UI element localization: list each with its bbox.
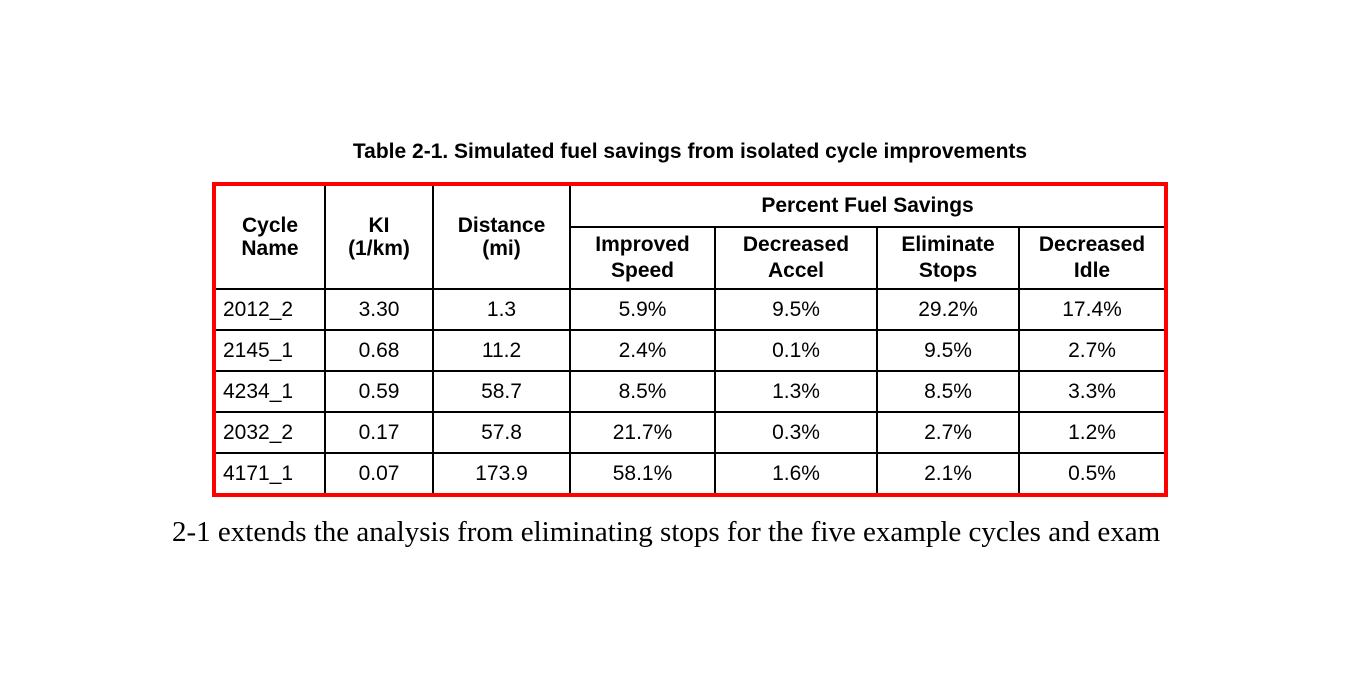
ki-cell: 3.30 [324,288,434,331]
improved-speed-cell: 5.9% [569,288,716,331]
eliminate-stops-cell: 2.1% [876,452,1020,494]
decreased-idle-cell: 0.5% [1017,452,1166,494]
eliminate-stops-cell: 29.2% [876,288,1020,331]
header-row-group: Cycle Name KI (1/km) Distance (mi) Perce… [215,185,1166,290]
improved-speed-cell: 8.5% [569,370,716,413]
ki-cell: 0.68 [324,329,434,372]
cycle-name-cell: 4234_1 [215,370,326,413]
ki-cell: 0.59 [324,370,434,413]
decreased-idle-cell: 2.7% [1017,329,1166,372]
improved-speed-cell: 2.4% [569,329,716,372]
fuel-savings-table-frame: Cycle Name KI (1/km) Distance (mi) Perce… [212,182,1168,497]
decreased-idle-cell: 17.4% [1017,288,1166,331]
ki-cell: 0.07 [324,452,434,494]
distance-cell: 1.3 [432,288,571,331]
improved-speed-cell: 21.7% [569,411,716,454]
distance-cell: 57.8 [432,411,571,454]
cycle-name-cell: 2032_2 [215,411,326,454]
col-header-percent-fuel-savings: Percent Fuel Savings [568,185,1166,228]
decreased-idle-cell: 3.3% [1017,370,1166,413]
distance-cell: 11.2 [432,329,571,372]
col-header-distance: Distance (mi) [432,185,571,290]
decreased-accel-cell: 1.3% [714,370,878,413]
decreased-accel-cell: 0.3% [714,411,878,454]
table-row: 4234_1 0.59 58.7 8.5% 1.3% 8.5% 3.3% [215,370,1166,413]
table-caption: Table 2-1. Simulated fuel savings from i… [352,140,1028,163]
body-text: 2-1 extends the analysis from eliminatin… [172,516,1161,548]
col-header-eliminate-stops: Eliminate Stops [876,226,1020,290]
eliminate-stops-cell: 8.5% [876,370,1020,413]
ki-cell: 0.17 [324,411,434,454]
table-row: 2012_2 3.30 1.3 5.9% 9.5% 29.2% 17.4% [215,288,1166,331]
table-row: 4171_1 0.07 173.9 58.1% 1.6% 2.1% 0.5% [215,452,1166,494]
col-header-decreased-accel: Decreased Accel [714,226,878,290]
col-header-improved-speed: Improved Speed [569,226,716,290]
cycle-name-cell: 2145_1 [215,329,326,372]
decreased-idle-cell: 1.2% [1017,411,1166,454]
distance-cell: 173.9 [432,452,571,494]
decreased-accel-cell: 1.6% [714,452,878,494]
eliminate-stops-cell: 2.7% [876,411,1020,454]
col-header-decreased-idle: Decreased Idle [1017,226,1166,290]
decreased-accel-cell: 9.5% [714,288,878,331]
decreased-accel-cell: 0.1% [714,329,878,372]
eliminate-stops-cell: 9.5% [876,329,1020,372]
header-row-sub: Improved Speed Decreased Accel Eliminate… [216,226,1166,290]
improved-speed-cell: 58.1% [569,452,716,494]
table-row: 2145_1 0.68 11.2 2.4% 0.1% 9.5% 2.7% [215,329,1166,372]
cycle-name-cell: 4171_1 [215,452,326,494]
distance-cell: 58.7 [432,370,571,413]
col-header-ki: KI (1/km) [324,185,434,290]
table-row: 2032_2 0.17 57.8 21.7% 0.3% 2.7% 1.2% [215,411,1166,454]
cycle-name-cell: 2012_2 [215,288,326,331]
col-header-cycle-name: Cycle Name [215,185,326,290]
fuel-savings-table: Cycle Name KI (1/km) Distance (mi) Perce… [215,185,1166,494]
